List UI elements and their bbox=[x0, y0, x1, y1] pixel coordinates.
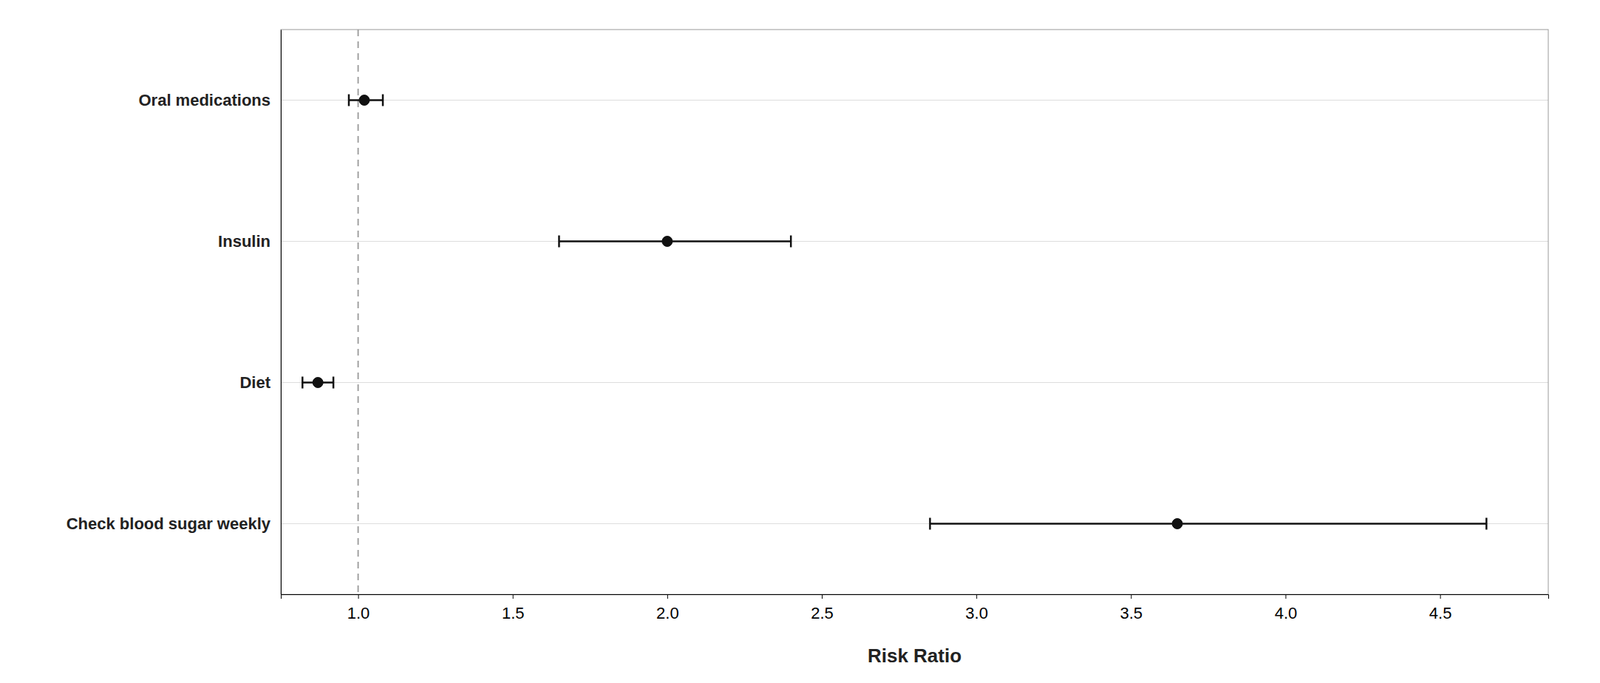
y-tick: Check blood sugar weekly bbox=[66, 514, 281, 533]
error-bar-cap-high bbox=[332, 376, 335, 389]
error-bar-cap-low bbox=[928, 518, 932, 530]
error-bar bbox=[302, 376, 334, 389]
error-bar-cap-low bbox=[301, 376, 304, 389]
x-tick-mark bbox=[1440, 594, 1442, 599]
plot-frame bbox=[280, 29, 1549, 595]
x-tick-mark bbox=[1285, 594, 1286, 599]
x-axis: 1.0 1.5 2.0 2.5 3.0 3.5 4.0 4.5 bbox=[281, 594, 1550, 623]
x-tick-mark bbox=[512, 594, 514, 599]
x-tick-label: 2.5 bbox=[810, 603, 834, 623]
reference-line bbox=[357, 29, 360, 595]
error-bar-line bbox=[929, 522, 1487, 525]
error-bar bbox=[558, 235, 791, 248]
grid-line bbox=[280, 523, 1549, 524]
x-tick: 4.5 bbox=[1429, 594, 1453, 623]
chart: 1.0 1.5 2.0 2.5 3.0 3.5 4.0 4.5 Oral medications… bbox=[0, 0, 1600, 683]
error-bar bbox=[929, 518, 1487, 530]
x-tick: 1.5 bbox=[501, 594, 525, 623]
y-tick-label: Check blood sugar weekly bbox=[66, 514, 272, 533]
x-tick: 1.0 bbox=[347, 594, 371, 623]
x-tick: 4.0 bbox=[1274, 594, 1298, 623]
error-bar-cap-high bbox=[790, 235, 793, 248]
x-tick-label: 4.5 bbox=[1429, 603, 1453, 623]
x-tick-mark bbox=[821, 594, 823, 599]
point bbox=[1172, 518, 1183, 530]
error-bar-line bbox=[558, 240, 791, 243]
grid-line bbox=[280, 240, 1549, 242]
x-tick-label: 3.0 bbox=[965, 603, 989, 623]
y-tick: Insulin bbox=[218, 232, 281, 251]
x-tick-mark bbox=[976, 594, 977, 599]
error-bar-cap-high bbox=[1485, 518, 1488, 530]
x-tick: 2.0 bbox=[656, 594, 680, 623]
x-tick: 3.5 bbox=[1120, 594, 1144, 623]
error-bar-cap-low bbox=[557, 235, 561, 248]
y-tick-label: Oral medications bbox=[138, 90, 271, 110]
plot: 1.0 1.5 2.0 2.5 3.0 3.5 4.0 4.5 Oral medications… bbox=[66, 29, 1550, 623]
y-axis-line bbox=[280, 30, 282, 595]
error-bar bbox=[348, 94, 383, 107]
x-tick: 3.0 bbox=[965, 594, 989, 623]
grid bbox=[280, 100, 1549, 524]
grid-line bbox=[280, 99, 1549, 101]
y-tick-label: Insulin bbox=[218, 232, 271, 251]
x-tick-mark bbox=[1130, 594, 1132, 599]
x-tick-label: 3.5 bbox=[1120, 603, 1144, 623]
x-axis-title: Risk Ratio bbox=[867, 644, 962, 667]
x-tick-mark bbox=[667, 594, 669, 599]
x-tick-mark bbox=[358, 594, 360, 599]
marks bbox=[302, 29, 1487, 595]
y-axis: Oral medications Insulin Diet Check blood s… bbox=[66, 30, 282, 595]
grid-line bbox=[280, 382, 1549, 383]
y-tick: Oral medications bbox=[138, 90, 281, 110]
x-tick-label: 1.0 bbox=[347, 603, 371, 623]
error-bar-cap-low bbox=[348, 94, 351, 107]
x-tick-label: 4.0 bbox=[1274, 603, 1298, 623]
x-tick-label: 2.0 bbox=[656, 603, 680, 623]
x-tick: 2.5 bbox=[810, 594, 834, 623]
x-tick-label: 1.5 bbox=[501, 603, 525, 623]
y-tick-label: Diet bbox=[239, 373, 271, 392]
point bbox=[312, 377, 323, 388]
x-axis-line bbox=[281, 594, 1550, 600]
error-bar-cap-high bbox=[382, 94, 385, 107]
point bbox=[359, 95, 370, 106]
point bbox=[662, 236, 673, 247]
y-tick: Diet bbox=[239, 373, 281, 392]
